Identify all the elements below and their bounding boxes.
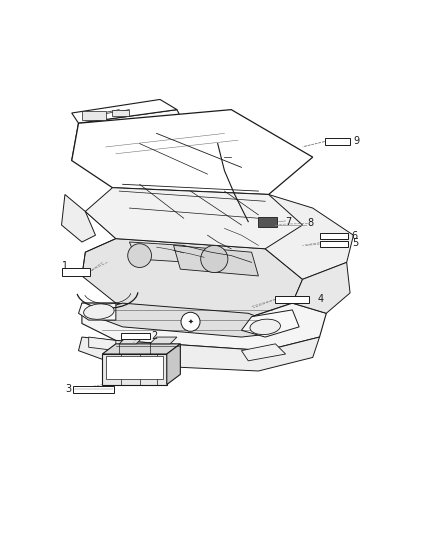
Polygon shape xyxy=(61,195,95,242)
FancyBboxPatch shape xyxy=(320,241,348,247)
Polygon shape xyxy=(106,356,163,379)
FancyBboxPatch shape xyxy=(82,111,106,120)
Polygon shape xyxy=(88,337,116,351)
Ellipse shape xyxy=(84,304,114,319)
Polygon shape xyxy=(241,310,299,337)
Text: 4: 4 xyxy=(318,294,324,304)
Text: 7: 7 xyxy=(286,216,292,227)
Text: 3: 3 xyxy=(65,384,71,394)
Text: 1: 1 xyxy=(61,261,67,271)
Ellipse shape xyxy=(250,319,280,335)
FancyBboxPatch shape xyxy=(325,138,350,146)
Circle shape xyxy=(201,245,228,272)
Circle shape xyxy=(128,244,152,268)
Polygon shape xyxy=(78,337,320,371)
Text: 5: 5 xyxy=(352,238,358,248)
Circle shape xyxy=(181,312,200,332)
FancyBboxPatch shape xyxy=(276,296,309,303)
FancyBboxPatch shape xyxy=(113,110,130,116)
Text: 8: 8 xyxy=(307,219,314,228)
Text: 6: 6 xyxy=(352,231,358,240)
Polygon shape xyxy=(119,337,143,344)
Text: 2: 2 xyxy=(152,332,158,341)
Polygon shape xyxy=(293,262,350,313)
Polygon shape xyxy=(173,245,258,276)
Polygon shape xyxy=(82,303,326,351)
Polygon shape xyxy=(241,344,286,361)
Polygon shape xyxy=(150,337,177,344)
Text: 9: 9 xyxy=(353,136,360,146)
FancyBboxPatch shape xyxy=(74,385,114,393)
FancyBboxPatch shape xyxy=(258,216,277,227)
FancyBboxPatch shape xyxy=(320,233,348,239)
Polygon shape xyxy=(82,239,303,317)
Text: ✦: ✦ xyxy=(187,319,194,325)
Polygon shape xyxy=(72,110,313,195)
FancyBboxPatch shape xyxy=(121,333,150,339)
FancyBboxPatch shape xyxy=(61,269,90,276)
Polygon shape xyxy=(102,354,167,385)
Polygon shape xyxy=(167,344,180,385)
Polygon shape xyxy=(102,344,180,354)
Polygon shape xyxy=(95,303,276,337)
Polygon shape xyxy=(130,242,191,262)
Polygon shape xyxy=(265,195,353,279)
Polygon shape xyxy=(78,303,116,320)
Polygon shape xyxy=(72,100,177,123)
Polygon shape xyxy=(72,110,184,160)
Polygon shape xyxy=(85,188,303,249)
